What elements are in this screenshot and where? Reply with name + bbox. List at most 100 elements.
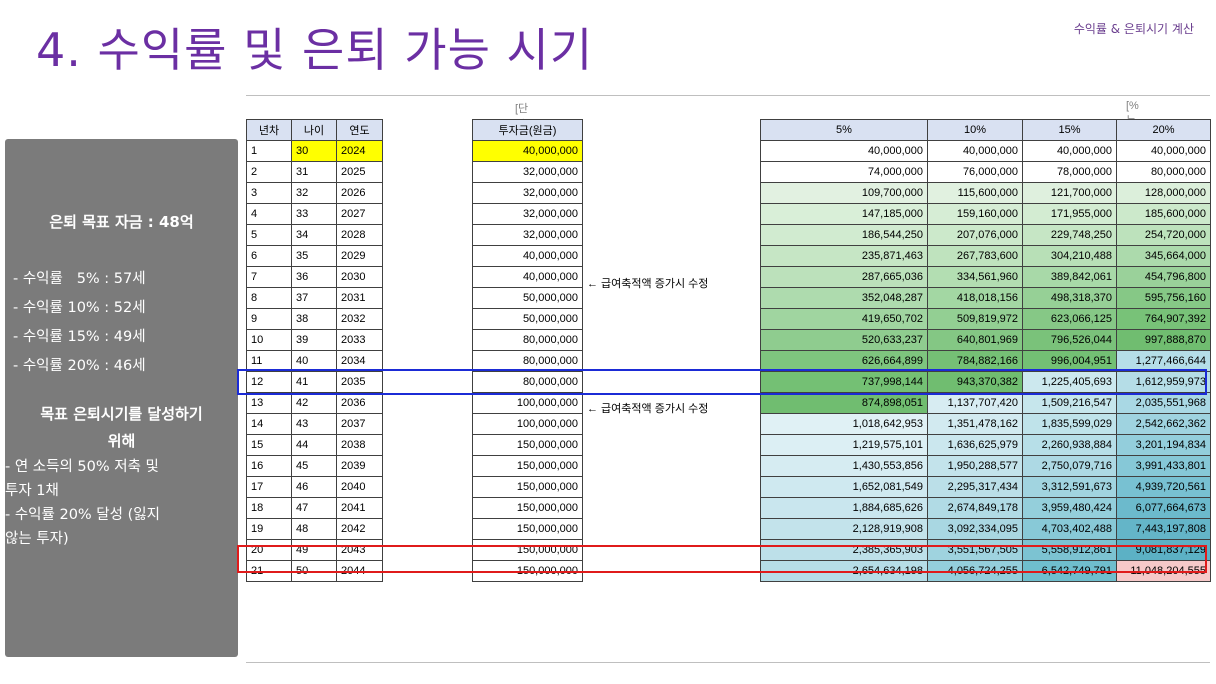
investment-cell: 32,000,000 xyxy=(472,182,583,204)
year-cell: 2043 xyxy=(336,539,383,561)
table-row: 874,898,051 1,137,707,420 1,509,216,547 2,0… xyxy=(760,392,1211,414)
return-cell: 1,884,685,626 xyxy=(760,497,928,519)
return-cell: 2,260,938,884 xyxy=(1022,434,1117,456)
header-cell: 10% xyxy=(927,119,1023,141)
year-cell: 2025 xyxy=(336,161,383,183)
return-cell: 454,796,800 xyxy=(1116,266,1211,288)
age-cell: 35 xyxy=(291,245,337,267)
note-annotation: ← 급여축적액 증가시 수정 xyxy=(587,403,709,415)
table-row: 100,000,000 xyxy=(472,413,583,435)
return-cell: 1,018,642,953 xyxy=(760,413,928,435)
table-row: 626,664,899 784,882,166 996,004,951 1,277,4… xyxy=(760,350,1211,372)
return-cell: 7,443,197,808 xyxy=(1116,518,1211,540)
goal-item: 않는 투자) xyxy=(5,531,69,547)
header-cell: 투자금(원금) xyxy=(472,119,583,141)
return-cell: 171,955,000 xyxy=(1022,203,1117,225)
year-cell: 2029 xyxy=(336,245,383,267)
table-row: 18 47 2041 xyxy=(246,497,383,519)
return-cell: 796,526,044 xyxy=(1022,329,1117,351)
return-cell: 1,430,553,856 xyxy=(760,455,928,477)
return-cell: 2,674,849,178 xyxy=(927,497,1023,519)
age-cell: 32 xyxy=(291,182,337,204)
return-cell: 1,636,625,979 xyxy=(927,434,1023,456)
table-row: 17 46 2040 xyxy=(246,476,383,498)
return-cell: 40,000,000 xyxy=(927,140,1023,162)
return-cell: 498,318,370 xyxy=(1022,287,1117,309)
year-index-cell: 18 xyxy=(246,497,292,519)
year-index-cell: 9 xyxy=(246,308,292,330)
return-cell: 595,756,160 xyxy=(1116,287,1211,309)
table-row: 80,000,000 xyxy=(472,329,583,351)
return-cell: 267,783,600 xyxy=(927,245,1023,267)
return-cell: 4,939,720,561 xyxy=(1116,476,1211,498)
goal-title-line: 목표 은퇴시기를 달성하기 xyxy=(40,405,203,423)
retirement-target: 은퇴 목표 자금 : 48억 xyxy=(49,213,194,231)
header-subtitle: 수익률 & 은퇴시기 계산 xyxy=(1073,22,1194,36)
return-cell: 40,000,000 xyxy=(1022,140,1117,162)
age-cell: 36 xyxy=(291,266,337,288)
year-cell: 2039 xyxy=(336,455,383,477)
year-cell: 2027 xyxy=(336,203,383,225)
investment-cell: 150,000,000 xyxy=(472,518,583,540)
note-annotation: ← 급여축적액 증가시 수정 xyxy=(587,278,709,290)
table-row: 150,000,000 xyxy=(472,455,583,477)
return-cell: 78,000,000 xyxy=(1022,161,1117,183)
age-cell: 30 xyxy=(291,140,337,162)
return-cell: 784,882,166 xyxy=(927,350,1023,372)
year-cell: 2028 xyxy=(336,224,383,246)
header-cell: 15% xyxy=(1022,119,1117,141)
header-cell: 5% xyxy=(760,119,928,141)
year-index-cell: 8 xyxy=(246,287,292,309)
table-row: 40,000,000 xyxy=(472,140,583,162)
table-row: 1,652,081,549 2,295,317,434 3,312,591,673 4… xyxy=(760,476,1211,498)
return-cell: 128,000,000 xyxy=(1116,182,1211,204)
table-row: 8 37 2031 xyxy=(246,287,383,309)
table-row: 147,185,000 159,160,000 171,955,000 185,600… xyxy=(760,203,1211,225)
return-cell: 352,048,287 xyxy=(760,287,928,309)
table-row: 15 44 2038 xyxy=(246,434,383,456)
return-cell: 9,081,837,129 xyxy=(1116,539,1211,561)
table-row: 352,048,287 418,018,156 498,318,370 595,756… xyxy=(760,287,1211,309)
return-cell: 943,370,382 xyxy=(927,371,1023,393)
investment-cell: 50,000,000 xyxy=(472,308,583,330)
sheet-top-rule xyxy=(246,95,1210,96)
year-index-cell: 3 xyxy=(246,182,292,204)
year-cell: 2026 xyxy=(336,182,383,204)
return-cell: 4,703,402,488 xyxy=(1022,518,1117,540)
year-index-cell: 14 xyxy=(246,413,292,435)
rate-item: - 수익률 10% : 52세 xyxy=(13,300,146,316)
table-row: 1,018,642,953 1,351,478,162 1,835,599,029 2… xyxy=(760,413,1211,435)
return-cell: 109,700,000 xyxy=(760,182,928,204)
table-row: 150,000,000 xyxy=(472,539,583,561)
goal-item: - 수익률 20% 달성 (잃지 xyxy=(5,507,160,523)
table-row: 16 45 2039 xyxy=(246,455,383,477)
return-cell: 3,312,591,673 xyxy=(1022,476,1117,498)
age-cell: 37 xyxy=(291,287,337,309)
return-cell: 1,351,478,162 xyxy=(927,413,1023,435)
table-row: 13 42 2036 xyxy=(246,392,383,414)
investment-cell: 100,000,000 xyxy=(472,413,583,435)
return-cell: 623,066,125 xyxy=(1022,308,1117,330)
age-cell: 48 xyxy=(291,518,337,540)
year-cell: 2036 xyxy=(336,392,383,414)
goal-item: 투자 1채 xyxy=(5,483,59,499)
goal-items: - 연 소득의 50% 저축 및 투자 1채 - 수익률 20% 달성 (잃지 … xyxy=(5,455,166,551)
return-cell: 115,600,000 xyxy=(927,182,1023,204)
table-row: 32,000,000 xyxy=(472,161,583,183)
summary-panel: 은퇴 목표 자금 : 48억 - 수익률 5% : 57세 - 수익률 10% … xyxy=(5,139,238,657)
investment-cell: 32,000,000 xyxy=(472,203,583,225)
goal-item: - 연 소득의 50% 저축 및 xyxy=(5,459,159,475)
rate-item: - 수익률 5% : 57세 xyxy=(13,271,146,287)
return-cell: 40,000,000 xyxy=(760,140,928,162)
year-cell: 2041 xyxy=(336,497,383,519)
table-row: 150,000,000 xyxy=(472,497,583,519)
return-cell: 345,664,000 xyxy=(1116,245,1211,267)
return-cell: 737,998,144 xyxy=(760,371,928,393)
table-row: 150,000,000 xyxy=(472,476,583,498)
return-cell: 520,633,237 xyxy=(760,329,928,351)
table-row: 32,000,000 xyxy=(472,203,583,225)
returns-table: 5% 10% 15% 20% 40,000,000 40,000,000 40,00… xyxy=(760,119,1211,582)
table-row: 109,700,000 115,600,000 121,700,000 128,000… xyxy=(760,182,1211,204)
table-row: 419,650,702 509,819,972 623,066,125 764,907… xyxy=(760,308,1211,330)
age-cell: 43 xyxy=(291,413,337,435)
